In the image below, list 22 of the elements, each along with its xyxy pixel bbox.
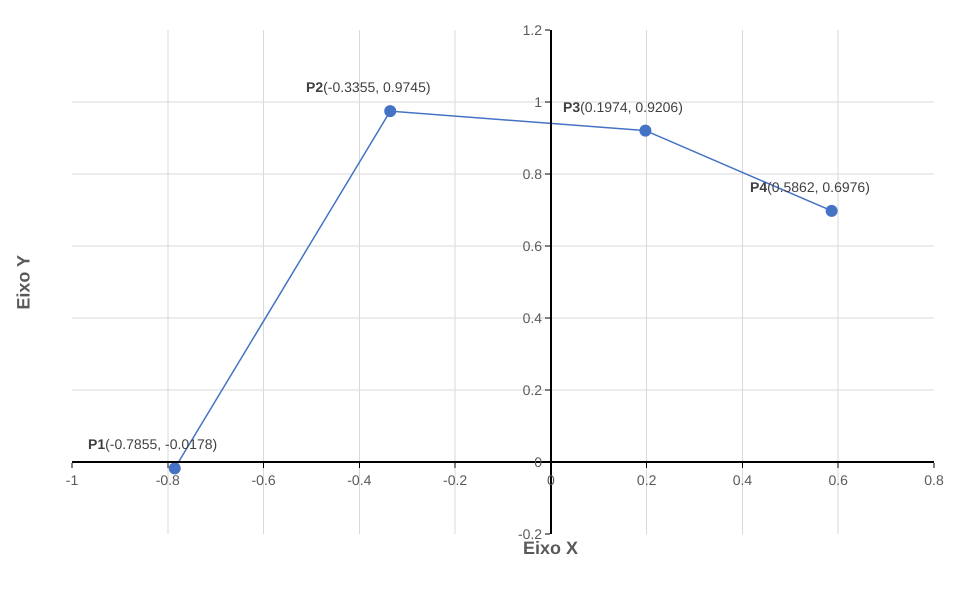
x-tick-label: -0.2	[443, 472, 468, 488]
point	[826, 204, 838, 217]
x-tick-label: 0.6	[828, 472, 848, 488]
annotation: P2(-0.3355, 0.9745)	[306, 79, 431, 95]
y-tick-label: 0.2	[522, 382, 542, 398]
y-tick-label: 1	[534, 94, 542, 110]
point	[384, 105, 396, 118]
y-tick-label: 0.8	[522, 166, 542, 182]
x-tick-label: 0.4	[732, 472, 752, 488]
x-tick-label: -0.4	[347, 472, 372, 488]
y-tick-label: 0.6	[522, 238, 542, 254]
y-tick-label: 0.4	[522, 310, 542, 326]
y-tick-label: 1.2	[522, 22, 542, 38]
x-tick-label: 0.8	[924, 472, 944, 488]
x-tick-label: -1	[66, 472, 78, 488]
x-tick-label: -0.8	[156, 472, 180, 488]
x-tick-label: 0.2	[636, 472, 657, 488]
x-tick-label: -0.6	[251, 472, 276, 488]
point	[639, 124, 652, 137]
y-axis-title: Eixo Y	[14, 254, 34, 310]
annotation: P3(0.1974, 0.9206)	[563, 99, 683, 115]
point	[168, 462, 181, 474]
